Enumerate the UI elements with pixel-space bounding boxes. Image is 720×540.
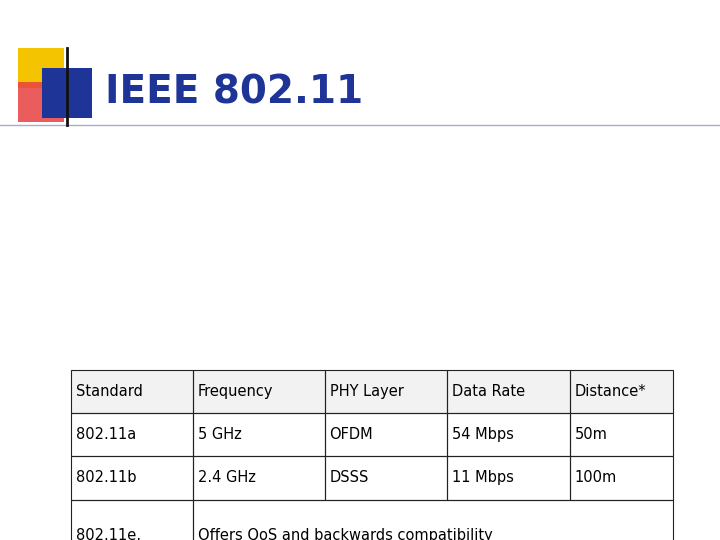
Text: Standard: Standard: [76, 384, 143, 399]
Bar: [71, 456, 193, 500]
Bar: [447, 456, 570, 500]
Bar: [325, 456, 447, 500]
Bar: [325, 456, 447, 500]
Bar: [570, 456, 673, 500]
Text: 50m: 50m: [575, 427, 608, 442]
Text: 2.4 GHz: 2.4 GHz: [198, 470, 256, 485]
Bar: [193, 500, 673, 540]
Bar: [325, 370, 447, 413]
Bar: [193, 456, 325, 500]
Text: IEEE 802.11: IEEE 802.11: [105, 73, 363, 111]
Bar: [71, 370, 193, 413]
Bar: [193, 370, 325, 413]
Bar: [193, 500, 673, 540]
Bar: [325, 370, 447, 413]
Text: 5 GHz: 5 GHz: [198, 427, 242, 442]
Text: 11 Mbps: 11 Mbps: [452, 470, 514, 485]
Bar: [570, 413, 673, 456]
Bar: [193, 413, 325, 456]
Bar: [570, 370, 673, 413]
Bar: [447, 370, 570, 413]
Bar: [325, 413, 447, 456]
Text: Data Rate: Data Rate: [452, 384, 525, 399]
Bar: [570, 370, 673, 413]
Bar: [447, 370, 570, 413]
Bar: [447, 413, 570, 456]
Bar: [193, 456, 325, 500]
Text: 802.11a: 802.11a: [76, 427, 136, 442]
Bar: [71, 500, 193, 540]
Text: 802.11e,
MAC layer: 802.11e, MAC layer: [76, 528, 150, 540]
Bar: [71, 370, 193, 413]
Bar: [71, 456, 193, 500]
Bar: [325, 413, 447, 456]
Text: Distance*: Distance*: [575, 384, 646, 399]
Bar: [71, 413, 193, 456]
Bar: [447, 456, 570, 500]
Bar: [193, 370, 325, 413]
Text: Offers QoS and backwards compatibility
(in committee): Offers QoS and backwards compatibility (…: [198, 528, 492, 540]
Bar: [570, 456, 673, 500]
Text: OFDM: OFDM: [330, 427, 373, 442]
Bar: [193, 413, 325, 456]
Bar: [18, 48, 64, 88]
Text: 54 Mbps: 54 Mbps: [452, 427, 514, 442]
Bar: [42, 68, 92, 118]
Bar: [71, 500, 193, 540]
Bar: [447, 413, 570, 456]
Text: PHY Layer: PHY Layer: [330, 384, 403, 399]
Bar: [71, 413, 193, 456]
Text: 100m: 100m: [575, 470, 617, 485]
Text: 802.11b: 802.11b: [76, 470, 136, 485]
Bar: [18, 82, 64, 122]
Bar: [570, 413, 673, 456]
Text: Frequency: Frequency: [198, 384, 274, 399]
Text: DSSS: DSSS: [330, 470, 369, 485]
